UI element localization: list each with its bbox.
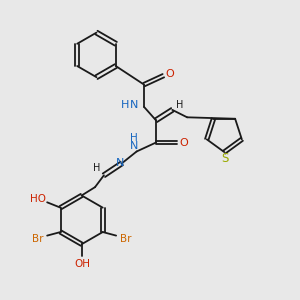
Text: H: H — [121, 100, 129, 110]
Text: OH: OH — [74, 259, 91, 269]
Text: O: O — [179, 138, 188, 148]
Text: H: H — [130, 133, 137, 143]
Text: H: H — [176, 100, 183, 110]
Text: Br: Br — [120, 234, 131, 244]
Text: HO: HO — [30, 194, 46, 204]
Text: S: S — [221, 152, 229, 165]
Text: N: N — [130, 100, 138, 110]
Text: N: N — [130, 140, 138, 151]
Text: Br: Br — [32, 234, 44, 244]
Text: N: N — [116, 158, 124, 168]
Text: O: O — [166, 69, 174, 79]
Text: H: H — [93, 163, 100, 173]
